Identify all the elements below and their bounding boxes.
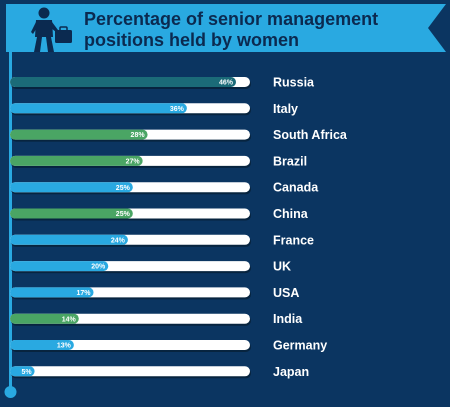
bar-usa xyxy=(10,287,94,298)
bar-canada xyxy=(10,182,133,193)
bar-south-africa xyxy=(10,129,148,140)
category-label-france: France xyxy=(273,233,314,247)
bar-japan xyxy=(10,366,35,377)
bar-uk xyxy=(10,261,109,272)
category-label-uk: UK xyxy=(273,260,291,274)
bar-india xyxy=(10,313,79,324)
bar-track-japan xyxy=(10,366,250,377)
chart-title-line-2: positions held by women xyxy=(84,30,299,50)
category-label-russia: Russia xyxy=(273,76,315,90)
value-label-russia: 46% xyxy=(219,80,234,87)
category-label-canada: Canada xyxy=(273,181,319,195)
category-label-italy: Italy xyxy=(273,102,298,116)
timeline-end-dot xyxy=(4,386,17,398)
category-label-india: India xyxy=(273,312,303,326)
value-label-south-africa: 28% xyxy=(131,132,146,139)
value-label-canada: 25% xyxy=(116,185,131,192)
category-label-brazil: Brazil xyxy=(273,154,307,168)
bar-brazil xyxy=(10,155,143,166)
value-label-china: 25% xyxy=(116,211,131,218)
bar-germany xyxy=(10,340,74,350)
value-label-uk: 20% xyxy=(91,264,106,271)
businessperson-with-briefcase-icon xyxy=(31,7,72,52)
bar-france xyxy=(10,234,128,245)
value-label-germany: 13% xyxy=(57,343,72,350)
title-banner-shape xyxy=(6,4,446,52)
value-label-italy: 36% xyxy=(170,106,185,113)
value-label-usa: 17% xyxy=(77,290,92,297)
category-label-china: China xyxy=(273,207,309,221)
value-label-japan: 5% xyxy=(21,369,32,376)
chart-title-line-1: Percentage of senior management xyxy=(84,9,378,29)
value-label-france: 24% xyxy=(111,237,126,244)
timeline-axis xyxy=(4,50,17,398)
category-label-japan: Japan xyxy=(273,365,309,379)
category-label-usa: USA xyxy=(273,286,299,300)
category-label-germany: Germany xyxy=(273,339,327,353)
bar-russia xyxy=(10,77,236,87)
value-label-india: 14% xyxy=(62,316,77,323)
title-banner: Percentage of senior management position… xyxy=(6,4,446,52)
timeline-line xyxy=(9,50,12,390)
bar-china xyxy=(10,208,133,219)
category-label-south-africa: South Africa xyxy=(273,128,348,142)
bar-italy xyxy=(10,103,187,114)
bars-group: 46% Russia 36% Italy 28% South Africa 27% Brazi… xyxy=(10,76,348,379)
value-label-brazil: 27% xyxy=(126,159,141,166)
